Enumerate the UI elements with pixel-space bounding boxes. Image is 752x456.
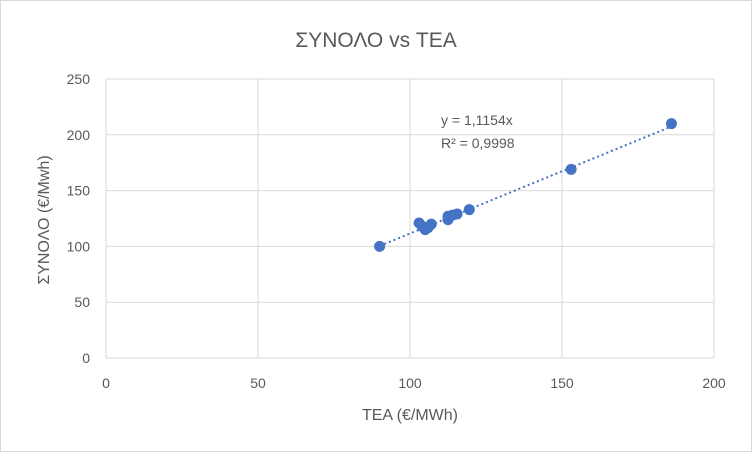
- x-tick-label: 150: [550, 375, 574, 391]
- trendline-r-squared: R² = 0,9998: [441, 135, 515, 151]
- data-point: [665, 118, 677, 130]
- x-tick-labels: 0 50 100 150 200: [102, 375, 726, 391]
- x-tick-label: 0: [102, 375, 110, 391]
- x-tick-label: 50: [250, 375, 266, 391]
- y-tick-label: 100: [67, 238, 91, 254]
- x-tick-label: 100: [398, 375, 422, 391]
- x-tick-label: 200: [702, 375, 726, 391]
- x-axis-title: ΤΕΑ (€/MWh): [362, 407, 458, 424]
- y-tick-labels: 0 50 100 150 200 250: [67, 71, 91, 366]
- data-point: [463, 204, 475, 216]
- chart-title: ΣΥΝΟΛΟ vs ΤΕΑ: [295, 29, 457, 52]
- y-tick-label: 0: [82, 350, 90, 366]
- y-tick-label: 150: [67, 183, 91, 199]
- gridlines: [105, 78, 715, 359]
- data-points: [374, 118, 677, 252]
- y-axis-title: ΣΥΝΟΛΟ (€/Mwh): [36, 155, 53, 284]
- data-point: [565, 163, 577, 175]
- y-tick-label: 200: [67, 127, 91, 143]
- data-point: [425, 218, 437, 230]
- y-tick-label: 50: [74, 294, 90, 310]
- data-point: [374, 240, 386, 252]
- y-tick-label: 250: [67, 71, 91, 87]
- trendline-equation: y = 1,1154x: [441, 112, 513, 128]
- data-point: [451, 208, 463, 220]
